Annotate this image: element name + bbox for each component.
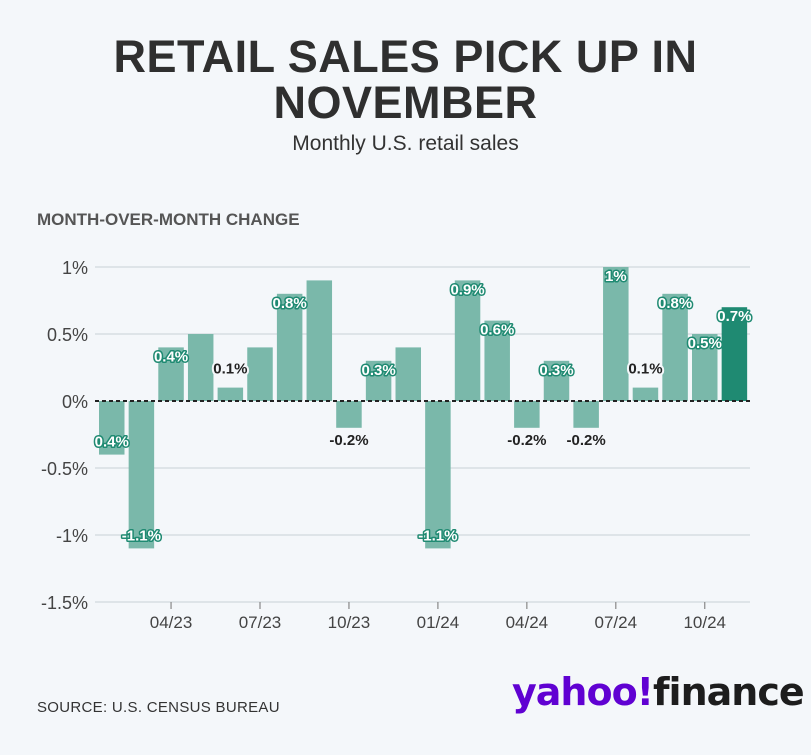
logo-yahoo: yahoo! bbox=[512, 670, 654, 714]
bar bbox=[454, 280, 481, 401]
bar bbox=[247, 347, 273, 401]
data-label: 0.1% bbox=[213, 361, 247, 378]
y-tick-label: -0.5% bbox=[41, 459, 88, 479]
y-axis-label: MONTH-OVER-MONTH CHANGE bbox=[37, 210, 300, 229]
data-label: 1% bbox=[605, 268, 627, 285]
data-label: -0.2% bbox=[507, 432, 546, 449]
chart-title: RETAIL SALES PICK UP IN NOVEMBER bbox=[0, 34, 811, 126]
chart-subtitle: Monthly U.S. retail sales bbox=[292, 132, 519, 155]
x-tick-label: 10/23 bbox=[328, 613, 371, 632]
bar bbox=[187, 334, 214, 401]
data-label: 0.6% bbox=[480, 322, 514, 339]
data-label: 0.3% bbox=[539, 362, 573, 379]
yahoo-finance-logo: yahoo!finance bbox=[512, 670, 805, 714]
y-tick-label: 0.5% bbox=[47, 325, 88, 345]
bar bbox=[365, 360, 392, 401]
bar bbox=[573, 401, 599, 428]
x-tick-label: 07/24 bbox=[595, 613, 638, 632]
y-tick-label: -1.5% bbox=[41, 593, 88, 613]
bar bbox=[336, 401, 362, 428]
data-label: 0.1% bbox=[628, 361, 662, 378]
x-tick-label: 04/24 bbox=[506, 613, 549, 632]
bar bbox=[543, 360, 570, 401]
x-tick-label: 10/24 bbox=[683, 613, 726, 632]
bar bbox=[395, 347, 421, 401]
bar bbox=[425, 401, 451, 549]
data-label: -1.1% bbox=[122, 527, 161, 544]
x-tick-label: 04/23 bbox=[150, 613, 193, 632]
data-label: 0.9% bbox=[450, 281, 484, 298]
data-label: -1.1% bbox=[418, 527, 457, 544]
logo-finance: finance bbox=[653, 670, 805, 714]
bar bbox=[484, 320, 510, 401]
data-label: 0.8% bbox=[273, 295, 307, 312]
bar bbox=[158, 347, 184, 401]
data-label: 0.3% bbox=[361, 362, 395, 379]
data-label: 0.4% bbox=[95, 434, 129, 451]
bar bbox=[276, 293, 303, 401]
x-tick-label: 07/23 bbox=[239, 613, 282, 632]
bar bbox=[306, 280, 333, 401]
x-tick-label: 01/24 bbox=[417, 613, 460, 632]
bar bbox=[662, 293, 688, 401]
source-note: SOURCE: U.S. CENSUS BUREAU bbox=[37, 699, 280, 716]
bar bbox=[128, 401, 155, 549]
bar bbox=[692, 334, 718, 401]
bar bbox=[217, 387, 244, 401]
data-label: 0.4% bbox=[154, 348, 188, 365]
data-label: 0.8% bbox=[658, 295, 692, 312]
bar bbox=[99, 401, 125, 455]
bar bbox=[721, 307, 748, 401]
bar bbox=[603, 267, 629, 401]
y-tick-label: 1% bbox=[62, 258, 88, 278]
data-label: 0.5% bbox=[688, 335, 722, 352]
bar bbox=[514, 401, 540, 428]
data-label: 0.7% bbox=[717, 308, 751, 325]
data-label: -0.2% bbox=[329, 432, 368, 449]
data-label: -0.2% bbox=[567, 432, 606, 449]
y-tick-label: 0% bbox=[62, 392, 88, 412]
title-line-1: RETAIL SALES PICK UP IN bbox=[113, 31, 698, 82]
bar bbox=[632, 387, 659, 401]
title-line-2: NOVEMBER bbox=[273, 77, 538, 128]
y-tick-label: -1% bbox=[56, 526, 88, 546]
